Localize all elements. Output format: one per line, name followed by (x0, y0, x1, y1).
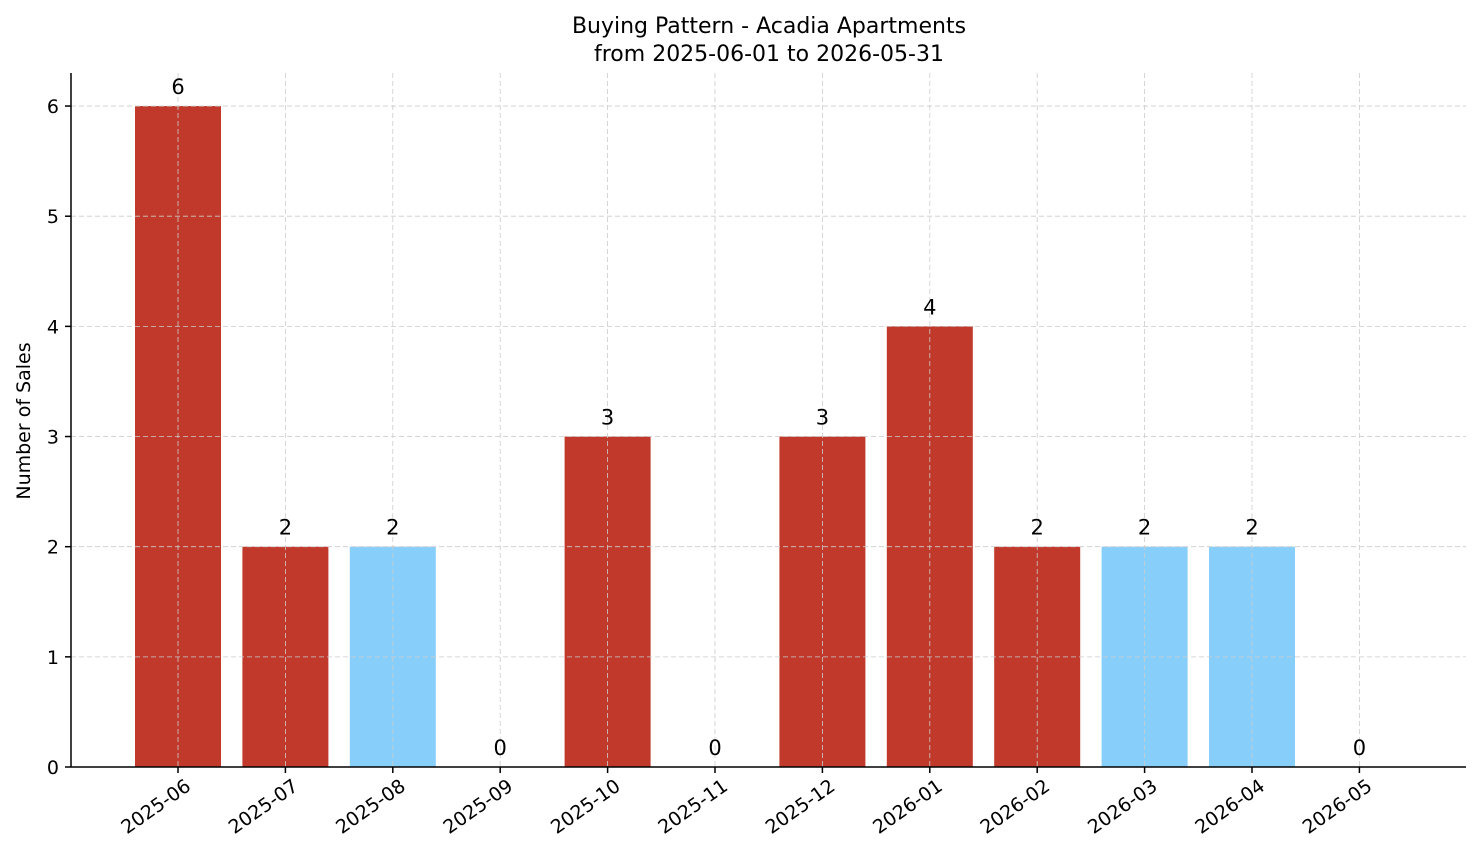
data-label-2025-09: 0 (494, 736, 507, 760)
data-label-2026-02: 2 (1031, 516, 1044, 540)
data-label-2025-08: 2 (386, 516, 399, 540)
y-tick-label-3: 3 (47, 427, 59, 449)
x-tick-label-2026-05: 2026-05 (1299, 775, 1377, 839)
data-label-2025-11: 0 (708, 736, 721, 760)
y-ticks: 0 1 2 3 4 5 6 (47, 96, 71, 779)
x-ticks: 2025-06 2025-07 2025-08 2025-09 2025-10 2025-… (117, 767, 1376, 839)
x-tick-label-2025-10: 2025-10 (547, 775, 625, 839)
grid (71, 73, 1466, 767)
data-labels: 6 2 2 0 3 0 3 4 2 2 2 0 (171, 75, 1366, 760)
x-tick-label-2026-04: 2026-04 (1191, 775, 1269, 839)
x-tick-label-2026-01: 2026-01 (869, 775, 947, 839)
axes (70, 73, 1466, 768)
x-tick-label-2025-07: 2025-07 (225, 775, 303, 839)
x-tick-label-2026-03: 2026-03 (1084, 775, 1162, 839)
y-tick-label-6: 6 (47, 96, 59, 118)
y-tick-label-2: 2 (47, 537, 59, 559)
data-label-2026-03: 2 (1138, 516, 1151, 540)
chart-title: Buying Pattern - Acadia Apartments from … (572, 14, 966, 67)
data-label-2026-04: 2 (1245, 516, 1258, 540)
data-label-2026-05: 0 (1353, 736, 1366, 760)
chart-title-line-2: from 2025-06-01 to 2026-05-31 (594, 42, 944, 67)
x-tick-label-2025-12: 2025-12 (762, 775, 840, 839)
x-tick-label-2025-09: 2025-09 (439, 775, 517, 839)
y-tick-label-1: 1 (47, 647, 59, 669)
y-tick-label-0: 0 (47, 757, 59, 779)
chart-title-line-1: Buying Pattern - Acadia Apartments (572, 14, 966, 39)
data-label-2025-06: 6 (171, 75, 184, 99)
x-tick-label-2025-11: 2025-11 (654, 775, 732, 839)
data-label-2025-10: 3 (601, 406, 614, 430)
x-tick-label-2026-02: 2026-02 (976, 775, 1054, 839)
y-tick-label-5: 5 (47, 206, 59, 228)
x-tick-label-2025-08: 2025-08 (332, 775, 410, 839)
data-label-2026-01: 4 (923, 295, 936, 319)
x-tick-label-2025-06: 2025-06 (117, 775, 195, 839)
data-label-2025-12: 3 (816, 406, 829, 430)
y-tick-label-4: 4 (47, 316, 59, 338)
y-axis-label: Number of Sales (13, 342, 35, 499)
data-label-2025-07: 2 (279, 516, 292, 540)
